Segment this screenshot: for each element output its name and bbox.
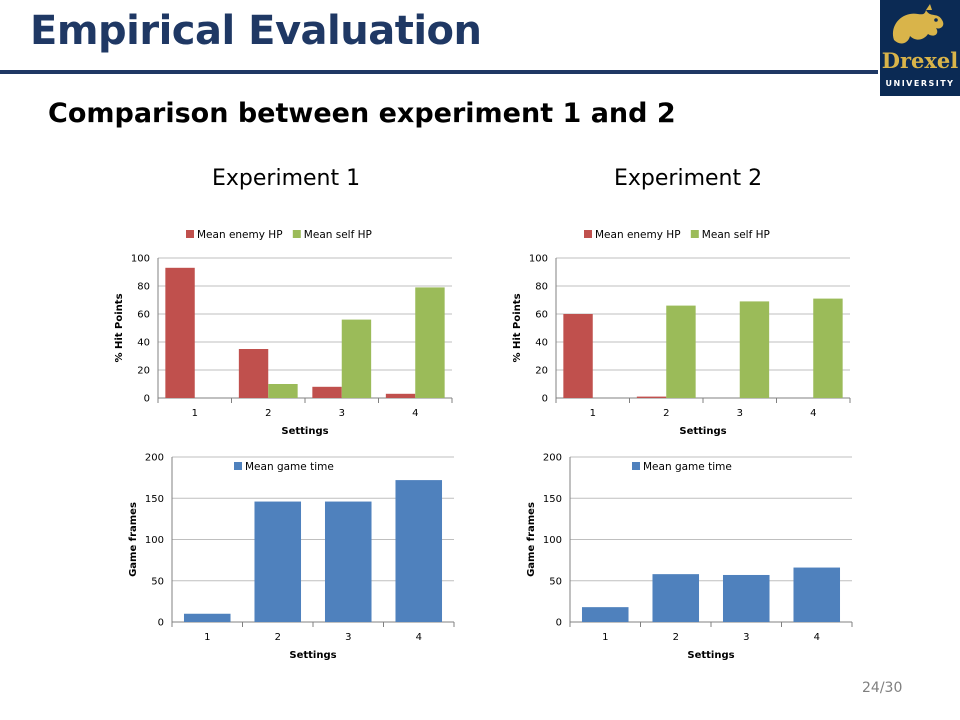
- y-tick-label: 150: [145, 494, 164, 505]
- legend-label: Mean enemy HP: [595, 229, 681, 241]
- y-tick-label: 60: [137, 310, 150, 321]
- x-tick-label: 4: [412, 408, 418, 419]
- legend-swatch: [584, 230, 592, 238]
- y-axis-title: Game frames: [526, 502, 537, 577]
- bar-mean-enemy-hp-2: [636, 396, 667, 398]
- bar-mean-self-hp-4: [415, 287, 445, 398]
- x-tick-label: 2: [663, 408, 669, 419]
- y-tick-label: 60: [535, 310, 548, 321]
- bar-mean-enemy-hp-1: [165, 267, 195, 398]
- bar-mean-game-time-3: [722, 574, 770, 622]
- y-tick-label: 100: [145, 535, 164, 546]
- bar-mean-enemy-hp-4: [385, 393, 416, 398]
- x-tick-label: 1: [602, 632, 608, 643]
- x-tick-label: 1: [192, 408, 198, 419]
- bar-mean-self-hp-4: [813, 298, 843, 398]
- bar-mean-enemy-hp-3: [312, 386, 342, 398]
- legend-label: Mean game time: [245, 461, 334, 473]
- legend-swatch: [292, 230, 301, 238]
- legend-label: Mean self HP: [304, 229, 372, 241]
- x-tick-label: 3: [743, 632, 749, 643]
- y-axis-title: Game frames: [128, 502, 139, 577]
- x-tick-label: 1: [204, 632, 210, 643]
- experiment-1-label: Experiment 1: [212, 166, 361, 191]
- bar-mean-game-time-4: [793, 567, 841, 622]
- y-tick-label: 100: [131, 254, 150, 265]
- logo-subtext: UNIVERSITY: [886, 79, 955, 88]
- dragon-icon: [892, 4, 944, 44]
- x-tick-label: 1: [590, 408, 596, 419]
- exp2-hit-points-chart: 0 20 40 60 80 100 1 2 3 4 Settings % Hit Points Mean…: [498, 222, 858, 444]
- y-tick-label: 0: [556, 618, 562, 629]
- bar-mean-game-time-1: [183, 613, 231, 622]
- bar-mean-game-time-2: [652, 574, 700, 622]
- bar-mean-game-time-2: [254, 501, 302, 622]
- y-tick-label: 200: [145, 453, 164, 464]
- bar-mean-game-time-3: [324, 501, 372, 622]
- legend-label: Mean enemy HP: [197, 229, 283, 241]
- x-tick-label: 2: [673, 632, 679, 643]
- x-axis-title: Settings: [289, 650, 336, 661]
- bar-mean-self-hp-2: [666, 305, 696, 398]
- y-tick-label: 0: [158, 618, 164, 629]
- y-tick-label: 0: [144, 394, 150, 405]
- x-axis-title: Settings: [281, 426, 328, 437]
- bar-mean-game-time-4: [395, 480, 443, 622]
- bar-mean-self-hp-2: [268, 384, 298, 398]
- y-tick-label: 20: [535, 366, 548, 377]
- experiment-2-label: Experiment 2: [614, 166, 763, 191]
- slide-title: Empirical Evaluation: [30, 8, 482, 54]
- bar-mean-game-time-1: [581, 607, 629, 622]
- chart-svg: 0 20 40 60 80 100 1 2 3 4 Settings % Hit Points Mean…: [114, 229, 453, 437]
- y-axis-title: % Hit Points: [512, 293, 523, 362]
- drexel-logo: Drexel UNIVERSITY: [880, 0, 960, 96]
- chart-svg: 0 20 40 60 80 100 1 2 3 4 Settings % Hit Points Mean…: [512, 229, 851, 437]
- x-tick-label: 3: [737, 408, 743, 419]
- legend-swatch: [186, 230, 194, 238]
- y-tick-label: 0: [542, 394, 548, 405]
- y-tick-label: 80: [137, 282, 150, 293]
- title-underline: [0, 70, 878, 74]
- x-tick-label: 4: [416, 632, 422, 643]
- slide-subtitle: Comparison between experiment 1 and 2: [48, 98, 676, 129]
- bar-mean-enemy-hp-2: [238, 349, 269, 398]
- bar-mean-self-hp-3: [739, 301, 770, 398]
- legend-swatch: [632, 462, 640, 470]
- exp1-hit-points-chart: 0 20 40 60 80 100 1 2 3 4 Settings % Hit Points Mean…: [100, 222, 460, 444]
- y-tick-label: 100: [529, 254, 548, 265]
- x-tick-label: 4: [810, 408, 816, 419]
- logo-wordmark: Drexel: [882, 48, 959, 73]
- legend-swatch: [690, 230, 699, 238]
- x-tick-label: 3: [345, 632, 351, 643]
- y-tick-label: 200: [543, 453, 562, 464]
- x-tick-label: 2: [275, 632, 281, 643]
- legend-label: Mean self HP: [702, 229, 770, 241]
- chart-svg: 0 50 100 150 200 1 2 3 4 Settings Game frames Mean …: [128, 453, 455, 661]
- page-number: 24/30: [862, 680, 903, 696]
- bar-mean-self-hp-3: [341, 319, 372, 398]
- x-axis-title: Settings: [687, 650, 734, 661]
- y-tick-label: 150: [543, 494, 562, 505]
- chart-svg: 0 50 100 150 200 1 2 3 4 Settings Game frames Mean …: [526, 453, 853, 661]
- y-tick-label: 40: [535, 338, 548, 349]
- legend-swatch: [234, 462, 242, 470]
- y-axis-title: % Hit Points: [114, 293, 125, 362]
- y-tick-label: 40: [137, 338, 150, 349]
- exp1-game-time-chart: 0 50 100 150 200 1 2 3 4 Settings Game frames Mean …: [112, 447, 460, 672]
- y-tick-label: 20: [137, 366, 150, 377]
- y-tick-label: 100: [543, 535, 562, 546]
- bar-mean-enemy-hp-1: [563, 314, 593, 398]
- x-tick-label: 4: [814, 632, 820, 643]
- y-tick-label: 80: [535, 282, 548, 293]
- legend-label: Mean game time: [643, 461, 732, 473]
- y-tick-label: 50: [549, 576, 562, 587]
- y-tick-label: 50: [151, 576, 164, 587]
- exp2-game-time-chart: 0 50 100 150 200 1 2 3 4 Settings Game frames Mean …: [510, 447, 858, 672]
- x-tick-label: 2: [265, 408, 271, 419]
- x-axis-title: Settings: [679, 426, 726, 437]
- x-tick-label: 3: [339, 408, 345, 419]
